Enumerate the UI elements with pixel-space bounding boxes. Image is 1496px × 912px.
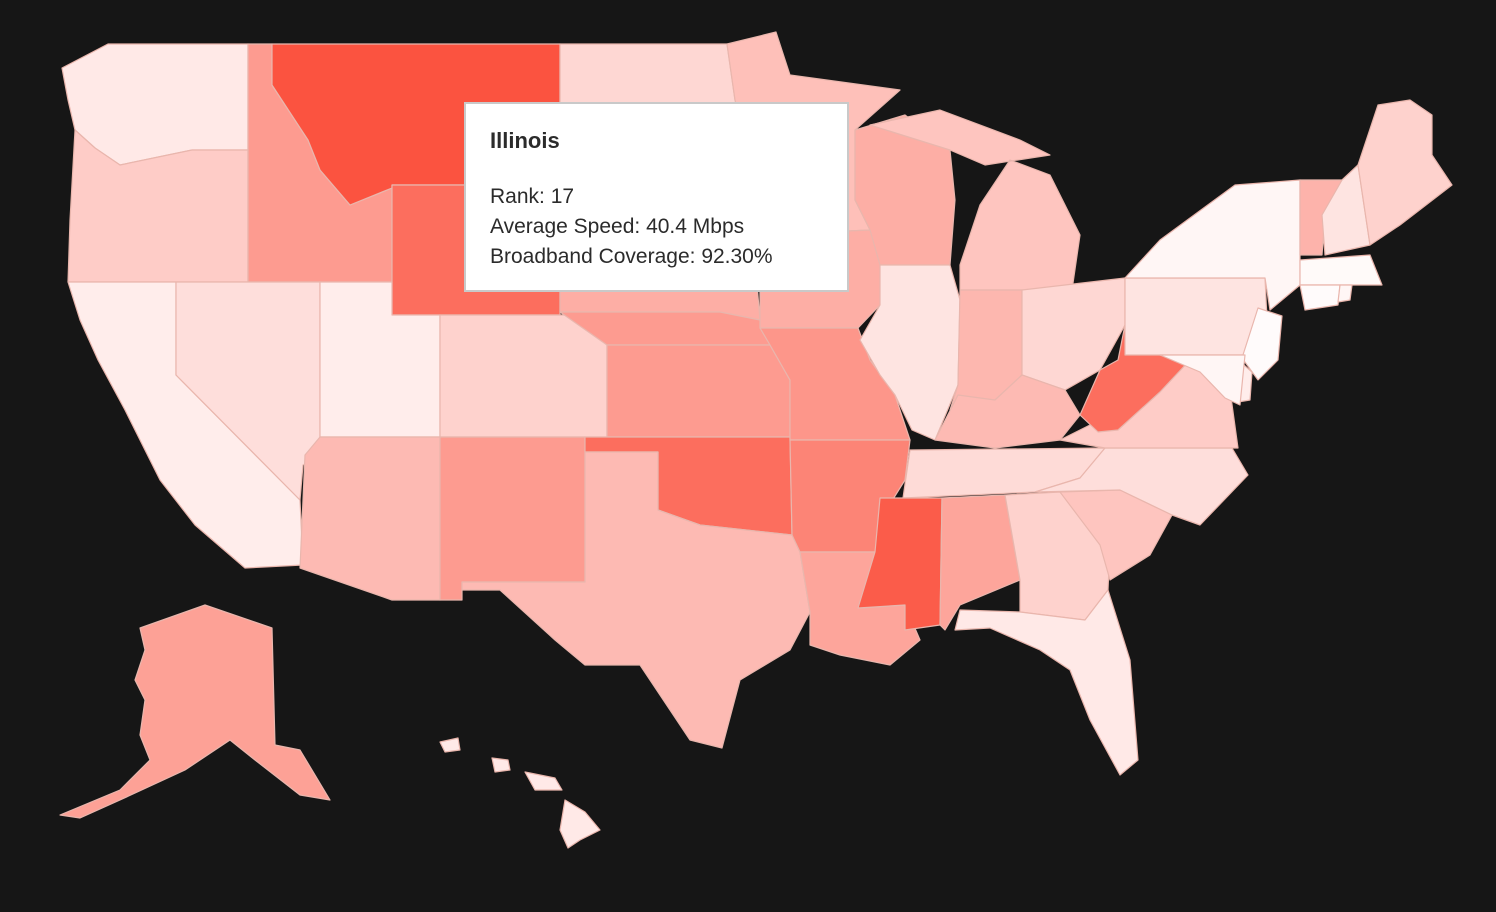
state-texas[interactable] xyxy=(461,451,811,749)
state-connecticut[interactable] xyxy=(1299,284,1341,311)
state-north-carolina[interactable] xyxy=(1034,447,1249,526)
state-tooltip: Illinois Rank: 17 Average Speed: 40.4 Mb… xyxy=(464,102,849,292)
tooltip-state-name: Illinois xyxy=(490,128,560,153)
state-michigan[interactable] xyxy=(869,109,1081,291)
state-new-hampshire[interactable] xyxy=(1321,164,1371,256)
state-hawaii[interactable] xyxy=(439,737,601,849)
state-kentucky[interactable] xyxy=(934,374,1081,449)
state-maine[interactable] xyxy=(1357,99,1453,246)
state-illinois[interactable] xyxy=(859,264,961,441)
state-arizona[interactable] xyxy=(299,436,441,601)
state-new-mexico[interactable] xyxy=(439,436,586,601)
state-kansas[interactable] xyxy=(606,344,791,438)
state-florida[interactable] xyxy=(954,589,1139,776)
tooltip-rank: Rank: 17 xyxy=(490,185,575,208)
state-maryland[interactable] xyxy=(1159,354,1246,406)
state-rhode-island[interactable] xyxy=(1337,284,1353,303)
state-new-jersey[interactable] xyxy=(1241,307,1283,381)
state-massachusetts[interactable] xyxy=(1299,254,1383,286)
tooltip-broadband-coverage: Broadband Coverage: 92.30% xyxy=(490,245,773,268)
state-alaska[interactable] xyxy=(59,604,331,819)
state-colorado[interactable] xyxy=(439,314,608,438)
tooltip-average-speed: Average Speed: 40.4 Mbps xyxy=(490,215,745,238)
